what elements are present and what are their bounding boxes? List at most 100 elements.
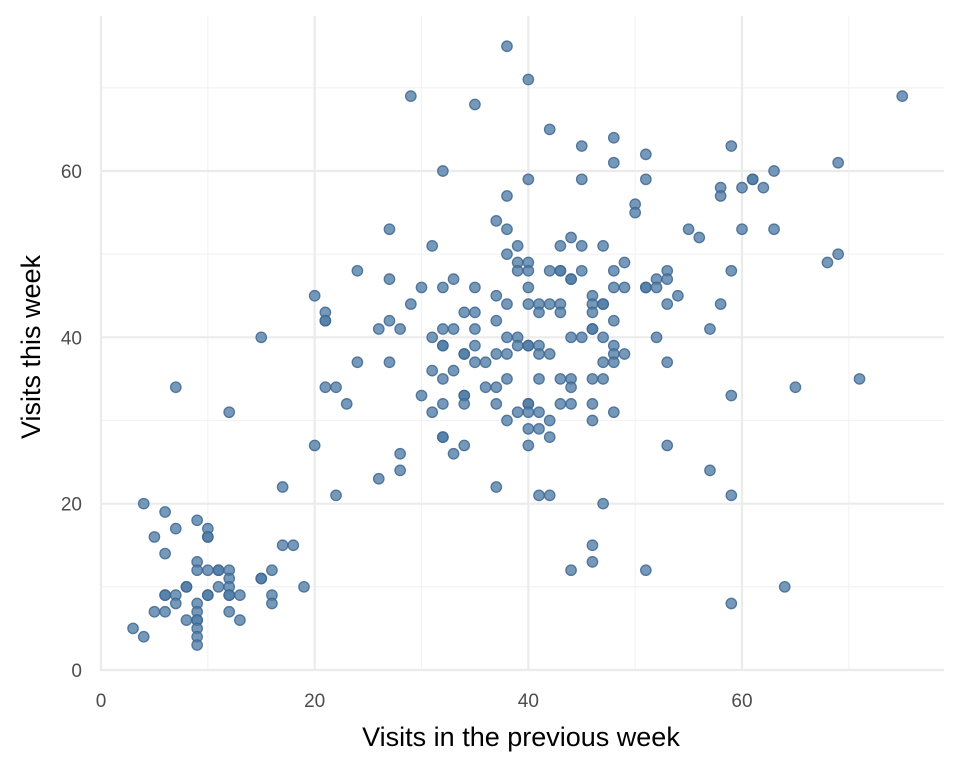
- data-point: [266, 597, 278, 610]
- data-point: [266, 564, 278, 577]
- data-point: [757, 181, 770, 194]
- data-point: [447, 273, 460, 285]
- data-point: [565, 273, 577, 285]
- x-tick-label: 20: [304, 691, 325, 712]
- data-point: [725, 489, 738, 502]
- data-point: [394, 464, 406, 477]
- data-point: [672, 289, 684, 302]
- data-point: [415, 281, 428, 294]
- data-point: [832, 248, 845, 261]
- data-point: [565, 381, 577, 394]
- data-point: [308, 289, 321, 302]
- data-point: [426, 240, 439, 252]
- data-point: [169, 522, 182, 535]
- data-point: [607, 264, 620, 277]
- data-point: [511, 264, 524, 277]
- data-point: [255, 331, 268, 344]
- data-point: [533, 422, 545, 435]
- data-point: [404, 298, 417, 310]
- data-point: [458, 348, 471, 360]
- data-point: [169, 597, 182, 610]
- data-point: [372, 323, 385, 335]
- data-point: [607, 356, 620, 369]
- y-tick-label: 60: [61, 162, 82, 183]
- data-point: [191, 639, 203, 651]
- data-point: [212, 564, 225, 577]
- data-point: [575, 173, 588, 186]
- data-point: [554, 373, 567, 385]
- data-point: [276, 539, 289, 552]
- data-point: [501, 373, 513, 385]
- data-point: [201, 531, 214, 543]
- data-point: [490, 381, 503, 394]
- data-point: [501, 414, 513, 427]
- data-point: [127, 622, 139, 635]
- data-point: [469, 306, 481, 319]
- data-point: [159, 547, 171, 560]
- data-point: [693, 231, 706, 244]
- data-point: [437, 431, 449, 443]
- data-point: [736, 181, 748, 194]
- data-point: [736, 223, 748, 236]
- data-point: [821, 256, 834, 269]
- x-axis-title: Visits in the previous week: [362, 722, 680, 752]
- data-point: [447, 364, 460, 377]
- data-point: [234, 589, 246, 602]
- y-axis-tick-labels: 0 20 40 60: [61, 162, 82, 682]
- data-point: [522, 173, 535, 186]
- data-point: [159, 506, 171, 518]
- data-point: [501, 223, 513, 236]
- data-point: [543, 489, 556, 502]
- x-tick-label: 0: [96, 691, 107, 712]
- data-point: [554, 398, 567, 410]
- data-point: [234, 614, 246, 626]
- data-point: [383, 314, 396, 327]
- data-point: [522, 439, 535, 452]
- data-point: [372, 472, 385, 485]
- data-point: [565, 331, 577, 344]
- data-point: [383, 223, 396, 236]
- minor-gridlines: [100, 16, 944, 670]
- data-point: [458, 398, 471, 410]
- data-point: [575, 331, 588, 344]
- data-point: [543, 348, 556, 360]
- data-point: [437, 323, 449, 335]
- data-point: [137, 497, 150, 510]
- data-point: [490, 398, 503, 410]
- data-point: [597, 497, 609, 510]
- data-point: [469, 281, 481, 294]
- data-point: [597, 356, 609, 369]
- data-point: [319, 381, 332, 394]
- data-point: [437, 398, 449, 410]
- data-point: [522, 406, 535, 419]
- data-point: [607, 281, 620, 294]
- data-point: [351, 356, 364, 369]
- data-point: [853, 373, 866, 385]
- data-point: [148, 605, 161, 618]
- data-point: [351, 264, 364, 277]
- y-axis-title: Visits this week: [16, 254, 46, 439]
- data-point: [586, 398, 599, 410]
- data-point: [501, 348, 513, 360]
- data-point: [661, 356, 674, 369]
- data-point: [725, 140, 738, 152]
- data-point: [191, 564, 203, 577]
- data-point: [490, 314, 503, 327]
- data-point: [501, 331, 513, 344]
- data-point: [437, 339, 449, 352]
- data-point: [426, 406, 439, 419]
- data-point: [575, 140, 588, 152]
- data-point: [469, 339, 481, 352]
- data-point: [437, 281, 449, 294]
- data-point: [522, 339, 535, 352]
- data-point: [725, 597, 738, 610]
- data-point: [618, 256, 631, 269]
- data-point: [501, 298, 513, 310]
- data-point: [469, 98, 481, 111]
- data-point: [383, 273, 396, 285]
- data-point: [543, 414, 556, 427]
- data-point: [458, 439, 471, 452]
- data-point: [618, 348, 631, 360]
